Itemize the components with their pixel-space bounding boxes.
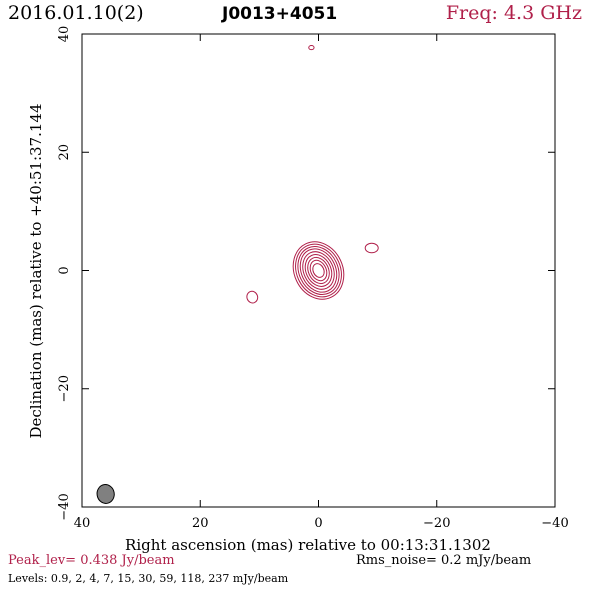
beam-ellipse [96,484,115,504]
x-tick-label: 40 [74,516,91,531]
observation-date: 2016.01.10(2) [8,2,144,24]
contour-line [309,259,328,282]
y-tick-label: 0 [57,266,72,274]
beam-group [96,484,115,504]
y-tick-label: 20 [57,144,72,161]
contour-line [312,263,325,278]
axis-ticks [81,33,556,508]
contour-levels: Levels: 0.9, 2, 4, 7, 15, 30, 59, 118, 2… [8,572,289,585]
contour-line [302,251,335,290]
y-tick-label: −40 [57,493,72,520]
minor-contour [308,45,315,51]
rms-noise: Rms_noise= 0.2 mJy/beam [356,553,532,568]
x-tick-label: 0 [314,516,322,531]
y-tick-label: 40 [57,26,72,43]
contour-line [292,241,345,300]
contour-line [304,254,333,287]
x-axis-label: Right ascension (mas) relative to 00:13:… [125,536,491,554]
source-name: J0013+4051 [222,4,338,24]
contour-line [299,248,338,293]
contour-line [295,243,342,298]
contour-line [307,256,330,285]
y-tick-label: −20 [57,375,72,402]
tick-labels: 40 20 0 −20 −40 −40 −20 0 20 40 [57,26,569,531]
x-tick-label: −20 [423,516,450,531]
contours [246,45,379,304]
x-tick-label: −40 [541,516,568,531]
contour-line [297,246,340,295]
plot-frame [81,33,556,508]
x-tick-label: 20 [192,516,209,531]
peak-level: Peak_lev= 0.438 Jy/beam [8,553,175,568]
minor-contour [364,242,379,254]
frequency-label: Freq: 4.3 GHz [445,2,582,24]
y-axis-label: Declination (mas) relative to +40:51:37.… [27,103,45,438]
minor-contour [246,290,259,304]
